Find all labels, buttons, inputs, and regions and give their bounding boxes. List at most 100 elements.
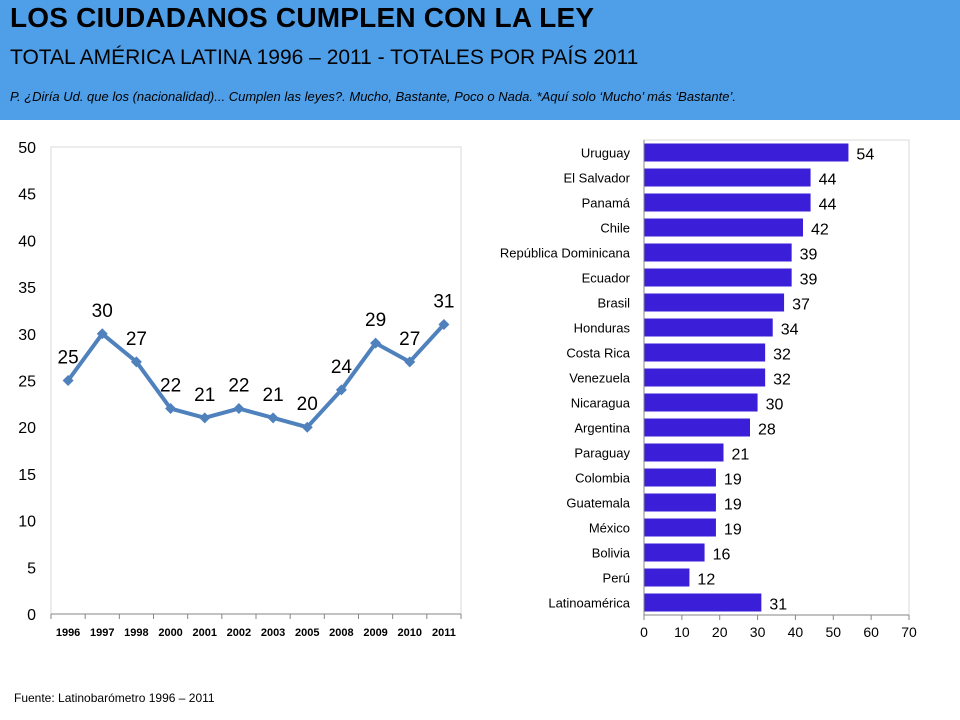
y-tick-label: 5	[27, 560, 36, 577]
category-label: Argentina	[574, 421, 630, 436]
y-tick-label: 0	[27, 607, 36, 624]
bar	[644, 268, 792, 287]
bar-value-label: 16	[713, 547, 731, 564]
y-tick-label: 35	[18, 280, 36, 297]
bar-value-label: 54	[856, 147, 874, 164]
category-label: Colombia	[575, 471, 631, 486]
data-label: 24	[331, 357, 353, 378]
data-point	[233, 403, 245, 415]
series-line	[66, 323, 446, 430]
bar-value-label: 44	[819, 172, 837, 189]
data-point	[404, 356, 416, 368]
data-point	[438, 318, 450, 330]
category-label: Brasil	[597, 296, 630, 311]
bar-value-label: 39	[800, 247, 818, 264]
bar-value-label: 21	[732, 447, 750, 464]
bar	[644, 343, 766, 362]
y-tick-label: 15	[18, 467, 36, 484]
value-tick-label: 30	[750, 624, 766, 640]
y-tick-label: 30	[18, 327, 36, 344]
bar-value-label: 42	[811, 222, 829, 239]
data-label: 31	[433, 291, 454, 312]
data-point	[130, 356, 142, 368]
x-tick-label: 2000	[158, 627, 182, 639]
bar	[644, 293, 785, 312]
bar-chart: Uruguay 54 El Salvador 44 Panamá 44 Chile 42 Rep…	[500, 139, 917, 640]
data-label: 22	[160, 376, 181, 397]
line-plot-area	[50, 146, 462, 615]
bar-value-label: 31	[769, 597, 787, 614]
data-point	[199, 412, 211, 424]
header-banner: LOS CIUDADANOS CUMPLEN CON LA LEY TOTAL …	[0, 0, 960, 120]
value-tick-label: 20	[712, 624, 728, 640]
x-tick-label: 2005	[295, 627, 319, 639]
data-label: 25	[58, 348, 79, 369]
data-point	[165, 403, 177, 415]
bar	[644, 368, 766, 387]
data-point	[96, 328, 108, 340]
bar	[644, 143, 849, 162]
bar	[644, 443, 724, 462]
data-label: 27	[399, 329, 420, 350]
bar	[644, 393, 758, 412]
bar-value-label: 30	[766, 397, 784, 414]
data-label: 20	[297, 394, 318, 415]
bar-value-label: 32	[773, 372, 791, 389]
x-tick-label: 1996	[56, 627, 80, 639]
bar-value-label: 34	[781, 322, 799, 339]
x-tick-label: 2001	[193, 627, 217, 639]
category-label: Perú	[603, 571, 630, 586]
bar	[644, 543, 705, 562]
bar-value-label: 19	[724, 497, 742, 514]
y-tick-label: 50	[18, 140, 36, 157]
y-tick-label: 40	[18, 233, 36, 250]
bar	[644, 218, 803, 237]
page-subtitle: TOTAL AMÉRICA LATINA 1996 – 2011 - TOTAL…	[10, 46, 639, 69]
data-point	[301, 421, 313, 433]
category-label: Bolivia	[592, 546, 631, 561]
y-tick-label: 10	[18, 514, 36, 531]
value-tick-label: 40	[788, 624, 804, 640]
bar	[644, 193, 811, 212]
data-label: 21	[194, 385, 215, 406]
category-label: Venezuela	[569, 371, 630, 386]
data-point	[370, 337, 382, 349]
data-label: 27	[126, 329, 147, 350]
x-tick-label: 2003	[261, 627, 285, 639]
category-label: Honduras	[574, 321, 631, 336]
x-tick-label: 2009	[363, 627, 387, 639]
x-tick-label: 2011	[432, 627, 456, 639]
value-tick-label: 0	[640, 624, 648, 640]
x-tick-label: 1998	[124, 627, 148, 639]
category-label: Uruguay	[581, 146, 631, 161]
bar	[644, 468, 716, 487]
category-label: México	[589, 521, 630, 536]
category-label: Chile	[600, 221, 630, 236]
data-label: 30	[92, 301, 113, 322]
bar	[644, 518, 716, 537]
line-chart: 0 5 10 15 20 25 30 35 40 45 50 1996 1997 1998 2000 2001…	[18, 140, 462, 639]
data-point	[62, 375, 74, 386]
bar	[644, 568, 690, 587]
bar-value-label: 28	[758, 422, 776, 439]
x-tick-label: 1997	[90, 627, 114, 639]
category-label: Guatemala	[566, 496, 630, 511]
bar-value-label: 39	[800, 272, 818, 289]
bar-value-label: 19	[724, 522, 742, 539]
bar	[644, 243, 792, 262]
bar	[644, 418, 750, 437]
data-label: 21	[263, 385, 284, 406]
bar	[644, 493, 716, 512]
value-tick-label: 10	[674, 624, 690, 640]
category-label: República Dominicana	[500, 246, 631, 261]
x-tick-label: 2010	[398, 627, 422, 639]
category-label: Nicaragua	[571, 396, 631, 411]
bar	[644, 593, 762, 612]
data-label: 29	[365, 310, 386, 331]
page-title: LOS CIUDADANOS CUMPLEN CON LA LEY	[10, 2, 595, 33]
bar-value-label: 32	[773, 347, 791, 364]
source-note: Fuente: Latinobarómetro 1996 – 2011	[14, 691, 215, 705]
value-tick-label: 50	[825, 624, 841, 640]
x-tick-label: 2002	[227, 627, 251, 639]
category-label: Latinoamérica	[548, 596, 630, 611]
